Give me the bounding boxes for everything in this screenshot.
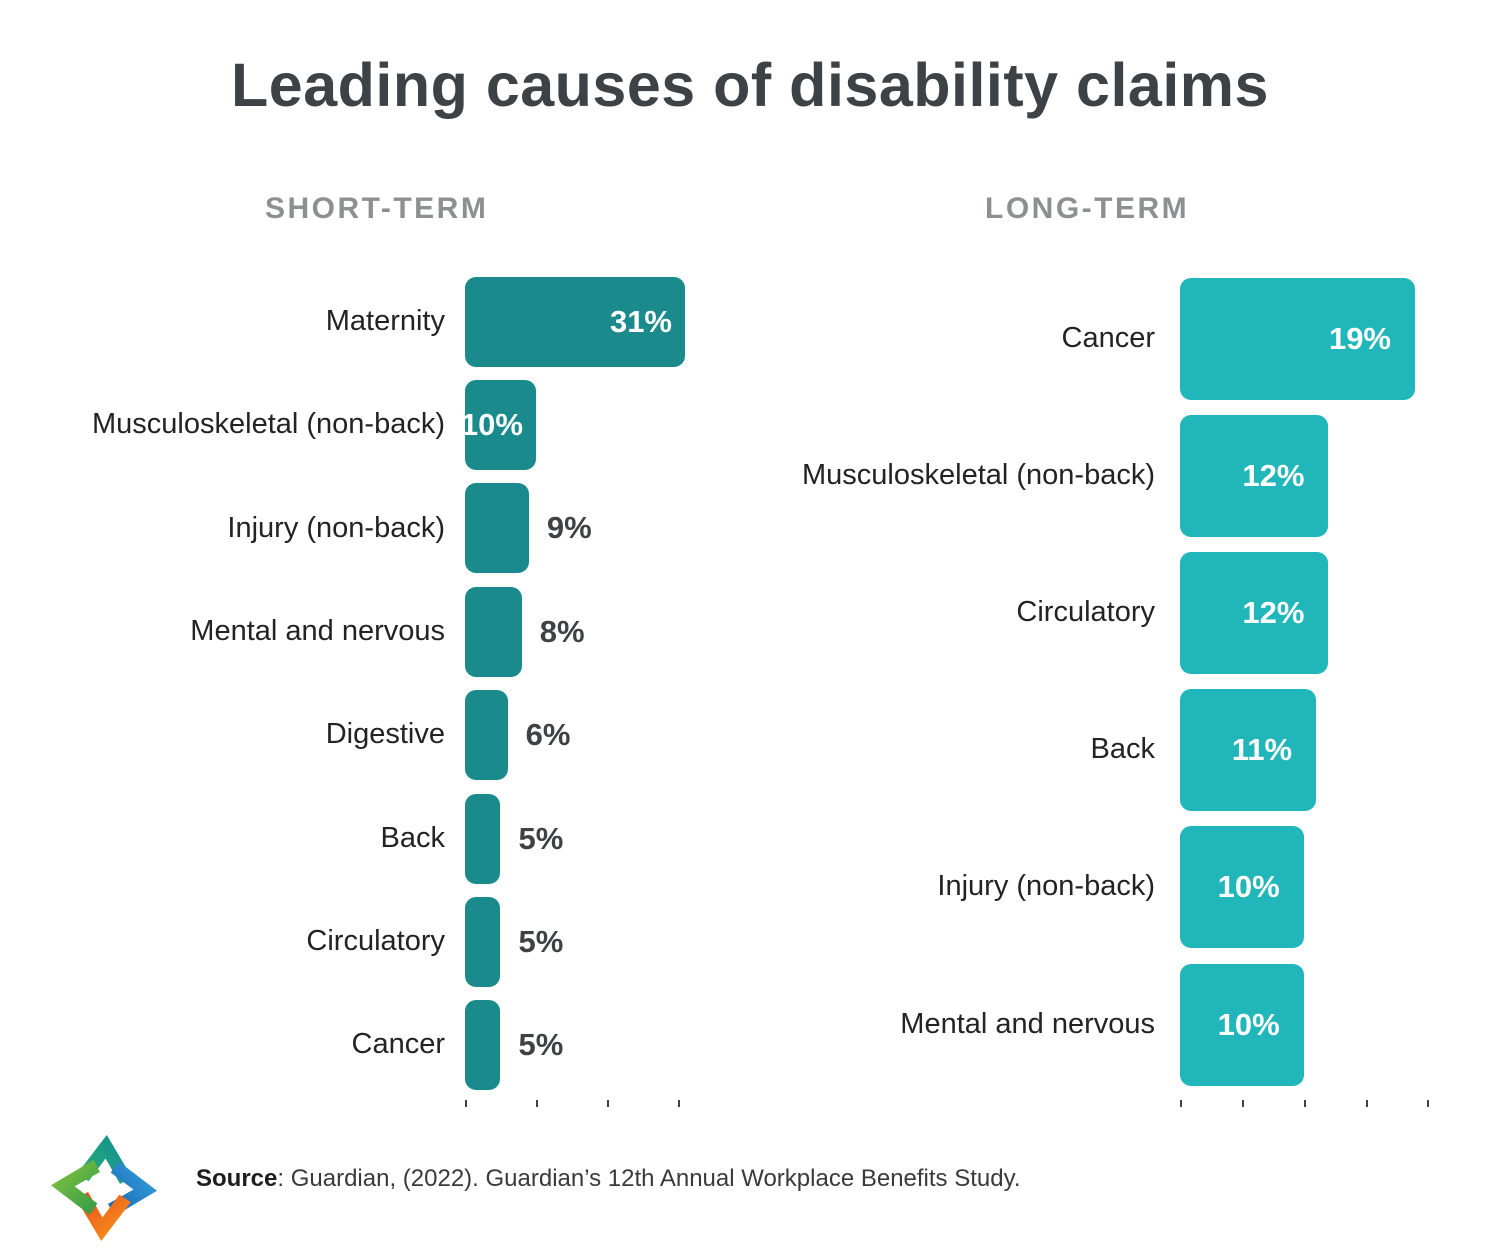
- bar: 11%: [1180, 689, 1317, 812]
- axis-tick: [1180, 1100, 1182, 1107]
- axis-tick: [1365, 1100, 1368, 1107]
- value-label: 10%: [460, 407, 523, 443]
- value-label: 10%: [1217, 869, 1280, 905]
- bar-row: Back 11%: [750, 682, 1500, 819]
- category-label: Circulatory: [306, 925, 445, 958]
- category-label: Back: [380, 821, 445, 854]
- bar: 10%: [1180, 963, 1304, 1086]
- bar-area: 19%: [1180, 277, 1500, 400]
- bar-row: Mental and nervous 8%: [0, 580, 750, 683]
- category-label: Musculoskeletal (non-back): [802, 458, 1155, 491]
- axis-tick: [1303, 1100, 1306, 1107]
- axis-tick: [677, 1100, 680, 1107]
- bar-area: 5%: [465, 793, 750, 884]
- bar: [465, 1000, 501, 1091]
- category-label: Maternity: [325, 304, 445, 337]
- bar-row: Musculoskeletal (non-back) 10%: [0, 373, 750, 476]
- category-label: Cancer: [1061, 321, 1156, 354]
- axis-tick: [1241, 1100, 1244, 1107]
- bar: [465, 897, 501, 988]
- value-label: 12%: [1242, 457, 1305, 493]
- value-label: 31%: [609, 303, 672, 339]
- bar-area: 6%: [465, 690, 750, 781]
- category-label: Injury (non-back): [227, 511, 445, 544]
- bar: 12%: [1180, 414, 1329, 537]
- bar-area: 12%: [1180, 551, 1500, 674]
- bar-area: 12%: [1180, 414, 1500, 537]
- bar: 10%: [461, 380, 536, 471]
- short-term-axis-ticks: [465, 1100, 750, 1108]
- value-label: 5%: [518, 924, 564, 960]
- value-label: 19%: [1328, 320, 1391, 356]
- bar-row: Circulatory 12%: [750, 544, 1500, 681]
- bar-area: 10%: [1180, 826, 1500, 949]
- value-label: 8%: [539, 613, 585, 649]
- source-text: : Guardian, (2022). Guardian’s 12th Annu…: [277, 1165, 1021, 1192]
- bar: 10%: [1180, 826, 1304, 949]
- source-line: Source: Guardian, (2022). Guardian’s 12t…: [196, 1165, 1020, 1193]
- bar-row: Circulatory 5%: [0, 890, 750, 993]
- long-term-chart-title: LONG-TERM: [985, 192, 1190, 225]
- category-label: Mental and nervous: [190, 614, 445, 647]
- four-point-star-logo-icon: [50, 1134, 158, 1241]
- page-title: Leading causes of disability claims: [231, 51, 1269, 119]
- bar: 12%: [1180, 551, 1329, 674]
- bar: 19%: [1180, 277, 1415, 400]
- category-label: Circulatory: [1016, 596, 1155, 629]
- value-label: 11%: [1231, 732, 1293, 768]
- bar-area: 5%: [465, 897, 750, 988]
- value-label: 10%: [1217, 1006, 1280, 1042]
- bar-row: Injury (non-back) 9%: [0, 477, 750, 580]
- short-term-bar-chart: Maternity 31% Musculoskeletal (non-back) 10…: [0, 270, 750, 1097]
- bar-area: 5%: [465, 1000, 750, 1091]
- bar-row: Maternity 31%: [0, 270, 750, 373]
- bar-row: Mental and nervous 10%: [750, 956, 1500, 1093]
- bar-row: Back 5%: [0, 787, 750, 890]
- bar-area: 31%: [465, 276, 750, 367]
- short-term-chart-title: SHORT-TERM: [265, 192, 489, 225]
- source-label: Source: [196, 1165, 278, 1192]
- bar: 31%: [465, 276, 685, 367]
- category-label: Digestive: [325, 718, 445, 751]
- category-label: Injury (non-back): [937, 870, 1155, 903]
- value-label: 9%: [546, 510, 592, 546]
- long-term-bar-chart: Cancer 19% Musculoskeletal (non-back) 12% Ci…: [750, 270, 1500, 1093]
- long-term-axis-ticks: [1180, 1100, 1480, 1108]
- value-label: 5%: [518, 820, 564, 856]
- bar-row: Musculoskeletal (non-back) 12%: [750, 407, 1500, 544]
- bar-area: 9%: [465, 483, 750, 574]
- bar-row: Cancer 5%: [0, 994, 750, 1097]
- axis-tick: [606, 1100, 609, 1107]
- value-label: 12%: [1242, 594, 1305, 630]
- axis-tick: [465, 1100, 467, 1107]
- bar-area: 8%: [465, 586, 750, 677]
- bar-row: Injury (non-back) 10%: [750, 819, 1500, 956]
- value-label: 5%: [518, 1027, 564, 1063]
- category-label: Mental and nervous: [900, 1007, 1155, 1040]
- category-label: Cancer: [351, 1028, 446, 1061]
- category-label: Back: [1090, 733, 1155, 766]
- bar: [465, 483, 529, 574]
- bar-row: Cancer 19%: [750, 270, 1500, 407]
- bar-area: 10%: [1180, 963, 1500, 1086]
- axis-tick: [535, 1100, 538, 1107]
- bar: [465, 793, 501, 884]
- bar-row: Digestive 6%: [0, 684, 750, 787]
- category-label: Musculoskeletal (non-back): [92, 408, 445, 441]
- bar-area: 11%: [1180, 689, 1500, 812]
- bar-area: 10%: [461, 380, 750, 471]
- axis-tick: [1427, 1100, 1430, 1107]
- value-label: 6%: [525, 717, 571, 753]
- bar: [465, 586, 522, 677]
- bar: [465, 690, 508, 781]
